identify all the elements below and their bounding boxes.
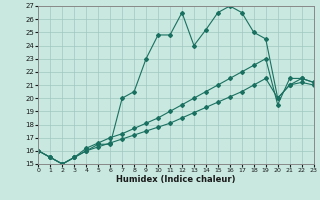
- X-axis label: Humidex (Indice chaleur): Humidex (Indice chaleur): [116, 175, 236, 184]
